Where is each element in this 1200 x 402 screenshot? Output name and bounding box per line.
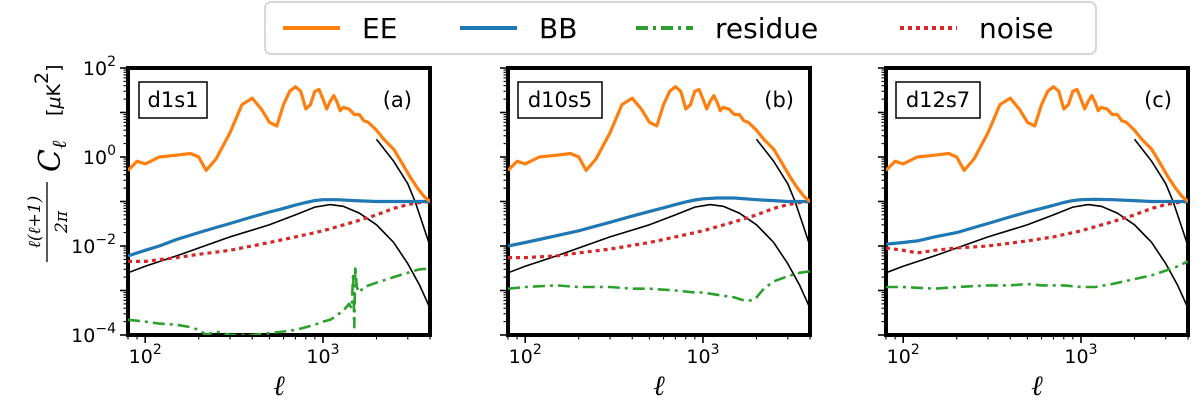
panel-a-tag: d1s1 <box>148 88 199 112</box>
ee-line <box>508 85 810 203</box>
y-axis-label-quantity: Cℓ <box>33 140 71 172</box>
panel-c-series <box>886 85 1188 309</box>
panel-c-tag: d12s7 <box>906 88 970 112</box>
y-axis-label: ℓ(ℓ+1) 2π Cℓ [μK2] <box>25 65 72 262</box>
y-axis-label-denominator: 2π <box>52 210 72 234</box>
x-tick-label: 103 <box>1064 342 1097 368</box>
bb-theory-line <box>508 203 810 309</box>
panel-a-ticks: 102 103 10−4 10−2 100 102 <box>71 54 431 368</box>
panel-a-tag-box <box>138 81 208 119</box>
x-tick-label: 102 <box>129 342 162 368</box>
residue-line <box>128 265 430 335</box>
residue-line <box>508 270 810 302</box>
panel-a: 102 103 10−4 10−2 100 102 d1s1 (a) ℓ <box>71 54 432 402</box>
panel-c-x-label: ℓ <box>1031 369 1043 402</box>
x-tick-label: 103 <box>686 342 719 368</box>
panel-b-tag: d10s5 <box>528 88 592 112</box>
ee-theory-line <box>375 138 430 247</box>
x-tick-label: 102 <box>887 342 920 368</box>
y-tick-label: 10−2 <box>71 232 116 258</box>
residue-line <box>886 260 1188 290</box>
panel-b-series <box>508 85 810 309</box>
y-tick-label: 102 <box>83 54 116 80</box>
panel-c-ticks: 102 103 <box>878 67 1189 368</box>
panel-a-series <box>128 85 430 335</box>
panel-c-tag-box <box>895 81 981 119</box>
y-tick-label: 10−4 <box>71 321 116 347</box>
bb-line <box>128 198 430 258</box>
noise-line <box>886 199 1188 255</box>
legend: EE BB residue noise <box>264 1 1097 55</box>
panel-c-letter: (c) <box>1144 88 1172 112</box>
legend-label-residue: residue <box>715 12 818 45</box>
ee-theory-line <box>1133 138 1188 247</box>
noise-line <box>508 199 810 260</box>
bb-theory-line <box>886 203 1188 309</box>
panel-b-ticks: 102 103 <box>500 67 811 368</box>
panel-b: 102 103 d10s5 (b) ℓ <box>500 66 812 402</box>
panel-a-letter: (a) <box>383 88 412 112</box>
x-tick-label: 102 <box>509 342 542 368</box>
panel-c: 102 103 d12s7 (c) ℓ <box>878 66 1190 402</box>
bb-theory-line <box>128 203 430 309</box>
bb-line <box>886 197 1188 246</box>
y-tick-label: 100 <box>83 143 116 169</box>
legend-label-ee: EE <box>362 12 397 45</box>
y-axis-label-numerator: ℓ(ℓ+1) <box>25 196 45 249</box>
y-axis-label-units: [μK2] <box>31 65 65 117</box>
legend-label-noise: noise <box>979 12 1053 45</box>
bb-line <box>508 196 810 248</box>
ee-theory-line <box>755 138 810 247</box>
ee-line <box>128 85 430 203</box>
panel-a-x-label: ℓ <box>273 369 285 402</box>
panel-b-letter: (b) <box>764 88 794 112</box>
legend-label-bb: BB <box>539 12 577 45</box>
panel-b-tag-box <box>517 81 603 119</box>
ee-line <box>886 85 1188 203</box>
x-tick-label: 103 <box>306 342 339 368</box>
panel-b-x-label: ℓ <box>653 369 665 402</box>
